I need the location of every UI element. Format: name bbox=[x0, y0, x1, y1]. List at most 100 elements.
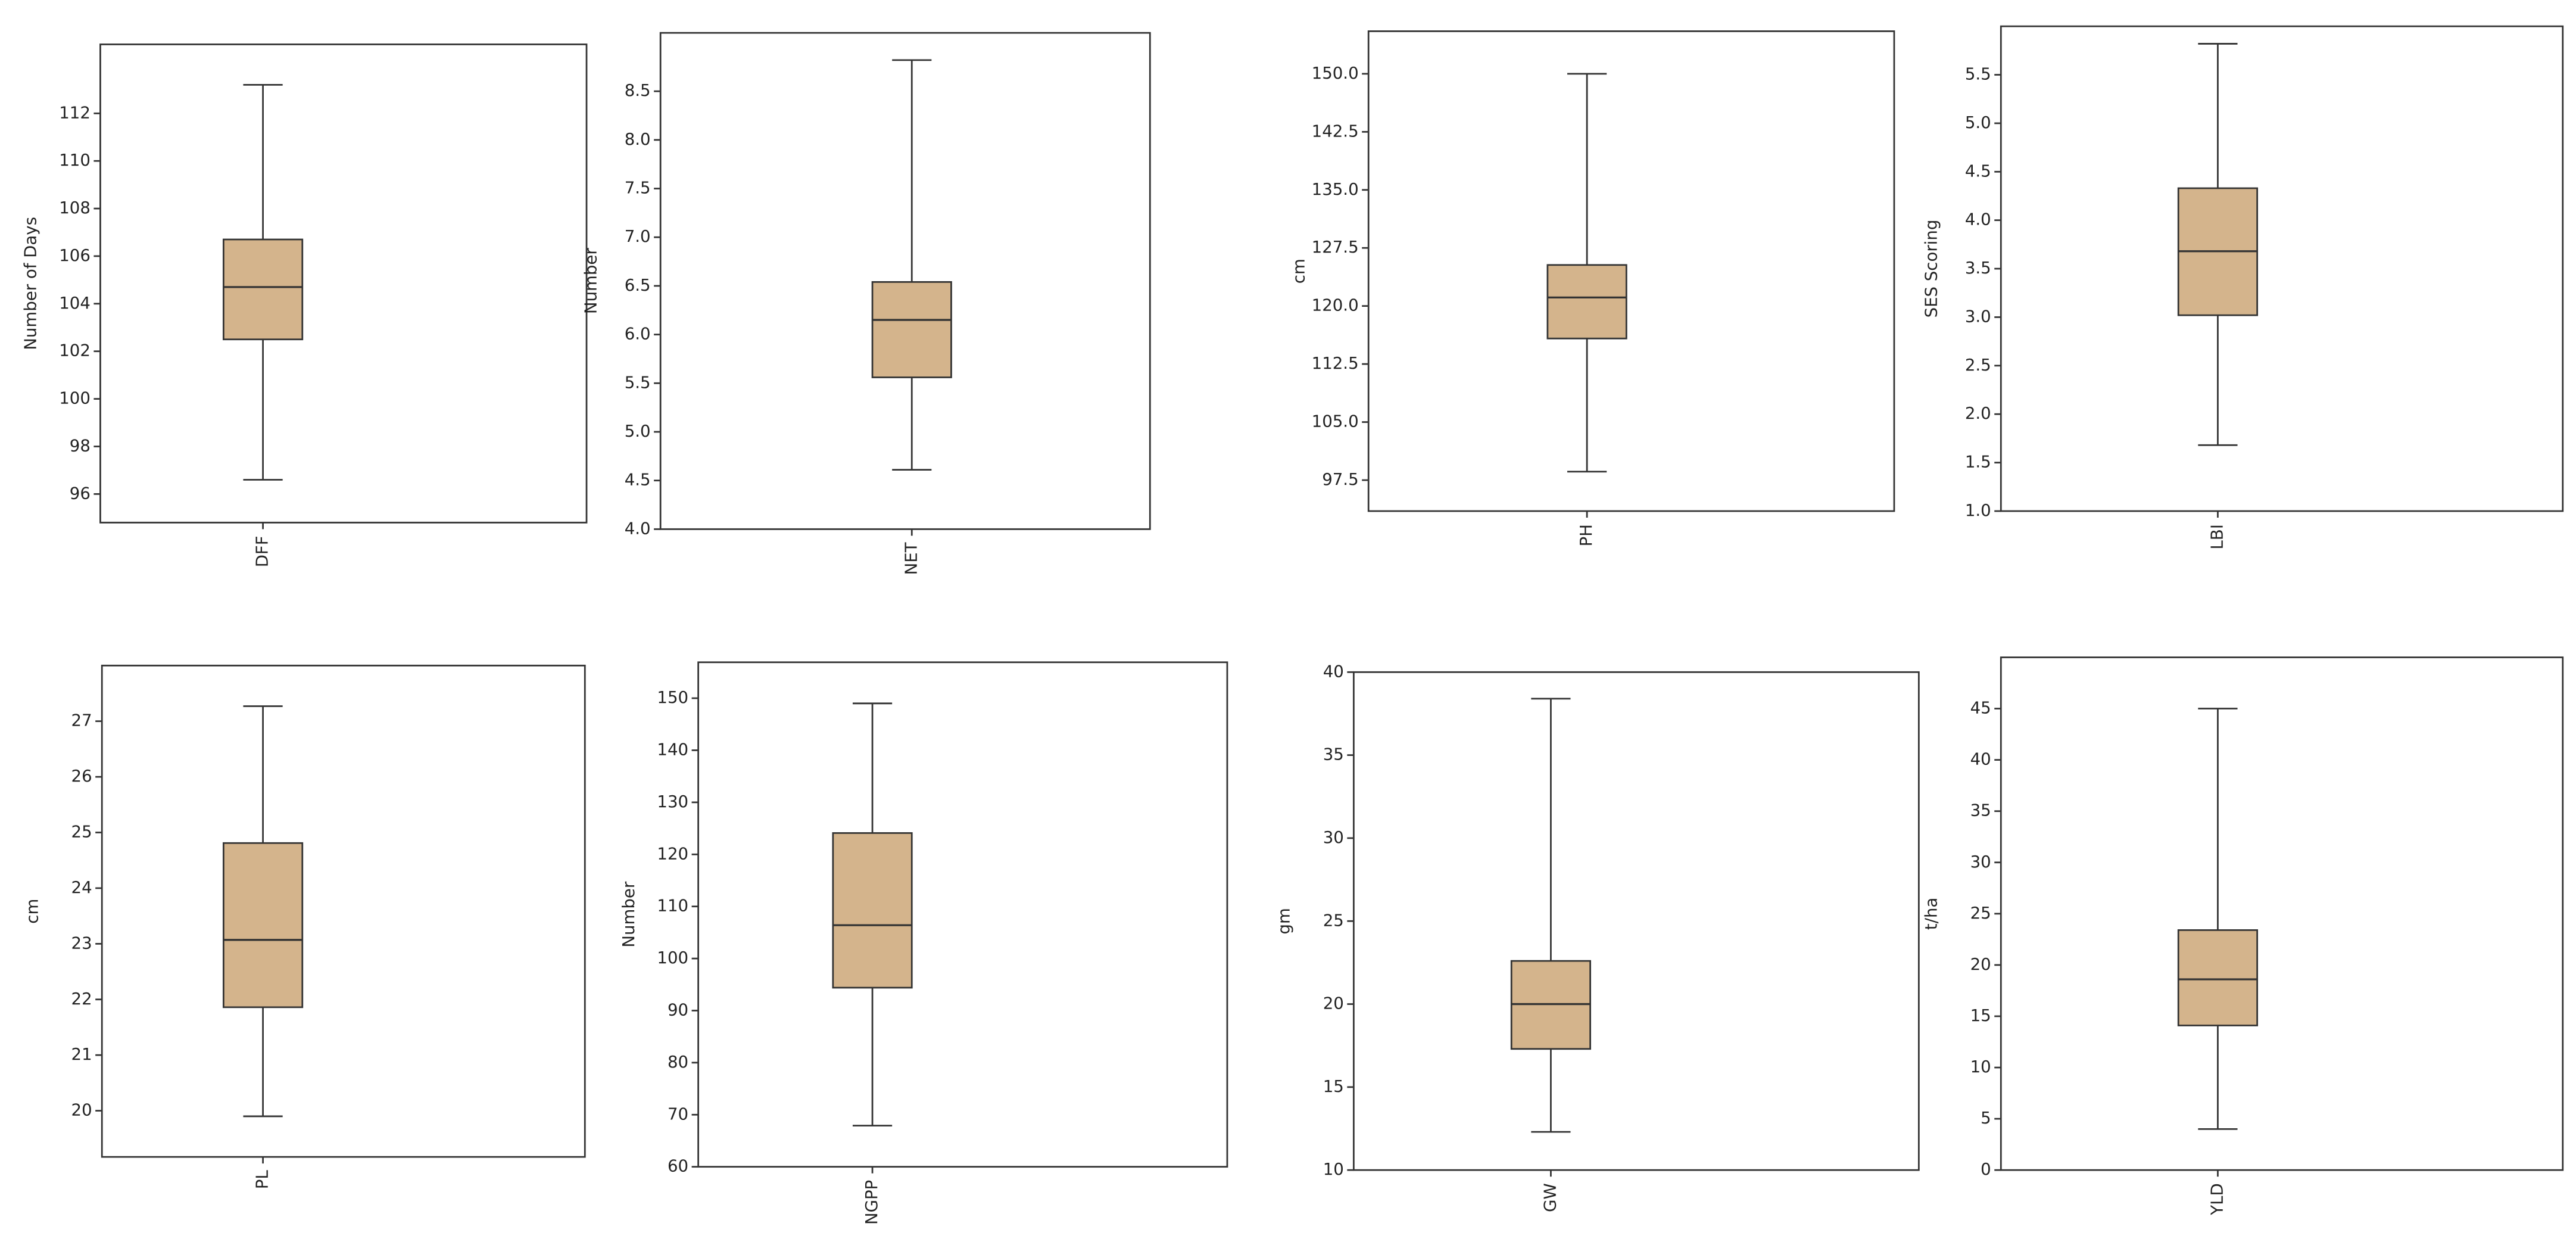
y-tick-label: 106 bbox=[59, 245, 91, 265]
y-tick-label: 100 bbox=[657, 948, 688, 967]
y-axis-label: Number of Days bbox=[21, 217, 40, 350]
y-tick-label: 3.5 bbox=[1965, 258, 1991, 278]
y-tick-label: 97.5 bbox=[1322, 469, 1358, 489]
y-tick-label: 15 bbox=[1970, 1006, 1991, 1025]
y-tick-label: 20 bbox=[1323, 994, 1344, 1013]
y-tick-label: 15 bbox=[1323, 1076, 1344, 1096]
y-tick-label: 5.5 bbox=[625, 372, 651, 392]
y-tick-label: 104 bbox=[59, 293, 91, 313]
x-tick-label: GW bbox=[1540, 1183, 1560, 1212]
plot-frame bbox=[2000, 25, 2564, 512]
y-tick-label: 135.0 bbox=[1312, 179, 1359, 199]
y-tick-label: 5.0 bbox=[1965, 113, 1991, 132]
y-axis-label: cm bbox=[1289, 259, 1308, 284]
y-tick-label: 25 bbox=[1970, 903, 1991, 923]
y-tick-label: 8.5 bbox=[625, 80, 651, 100]
y-tick-label: 25 bbox=[71, 822, 92, 842]
y-tick-label: 30 bbox=[1323, 827, 1344, 847]
y-tick-label: 2.5 bbox=[1965, 355, 1991, 375]
y-tick-label: 23 bbox=[71, 933, 92, 953]
y-tick-label: 45 bbox=[1970, 698, 1991, 718]
y-tick-label: 21 bbox=[71, 1044, 92, 1064]
y-tick-label: 6.5 bbox=[625, 275, 651, 295]
y-tick-label: 5 bbox=[1981, 1108, 1991, 1128]
y-tick-label: 20 bbox=[71, 1100, 92, 1120]
y-tick-label: 20 bbox=[1970, 954, 1991, 974]
y-tick-label: 98 bbox=[70, 435, 91, 455]
y-tick-label: 1.5 bbox=[1965, 452, 1991, 472]
y-tick-label: 2.0 bbox=[1965, 403, 1991, 423]
y-tick-label: 120.0 bbox=[1312, 295, 1359, 315]
box bbox=[222, 842, 304, 1009]
y-tick-label: 8.0 bbox=[625, 129, 651, 149]
y-tick-label: 150 bbox=[657, 687, 688, 707]
box bbox=[832, 832, 913, 989]
y-tick-label: 96 bbox=[70, 483, 91, 503]
plot-frame bbox=[101, 664, 586, 1158]
x-tick-label: PL bbox=[252, 1170, 272, 1190]
y-tick-label: 5.5 bbox=[1965, 64, 1991, 84]
plot-frame bbox=[1367, 30, 1895, 512]
y-tick-label: 120 bbox=[657, 844, 688, 863]
box bbox=[1546, 264, 1627, 340]
y-tick-label: 60 bbox=[668, 1156, 688, 1176]
y-tick-label: 80 bbox=[668, 1052, 688, 1072]
y-axis-label: cm bbox=[22, 899, 42, 924]
y-tick-label: 4.0 bbox=[1965, 210, 1991, 229]
y-axis-label: Number bbox=[619, 881, 638, 947]
box bbox=[2177, 929, 2259, 1026]
y-tick-label: 5.0 bbox=[625, 421, 651, 441]
y-tick-label: 10 bbox=[1323, 1159, 1344, 1179]
x-tick-label: PH bbox=[1576, 524, 1596, 546]
y-tick-label: 105.0 bbox=[1312, 412, 1359, 431]
y-axis-label: gm bbox=[1274, 908, 1293, 934]
y-axis-label: Number bbox=[581, 248, 600, 314]
y-tick-label: 3.0 bbox=[1965, 306, 1991, 326]
y-tick-label: 112 bbox=[59, 102, 91, 122]
y-tick-label: 108 bbox=[59, 198, 91, 217]
x-tick-label: NET bbox=[901, 542, 921, 575]
plot-frame bbox=[2000, 656, 2564, 1171]
x-tick-label: DFF bbox=[252, 536, 272, 567]
y-tick-label: 140 bbox=[657, 739, 688, 759]
y-tick-label: 110 bbox=[657, 896, 688, 916]
box bbox=[871, 281, 952, 378]
y-tick-label: 142.5 bbox=[1312, 121, 1359, 141]
y-tick-label: 27 bbox=[71, 711, 92, 730]
y-tick-label: 7.0 bbox=[625, 226, 651, 246]
y-tick-label: 110 bbox=[59, 150, 91, 170]
y-tick-label: 26 bbox=[71, 766, 92, 786]
y-tick-label: 1.0 bbox=[1965, 500, 1991, 520]
x-tick-label: NGPP bbox=[862, 1180, 881, 1225]
y-tick-label: 100 bbox=[59, 388, 91, 408]
y-tick-label: 90 bbox=[668, 1000, 688, 1019]
y-tick-label: 30 bbox=[1970, 852, 1991, 872]
y-tick-label: 4.5 bbox=[625, 470, 651, 490]
y-tick-label: 150.0 bbox=[1312, 63, 1359, 83]
x-tick-label: LBI bbox=[2207, 524, 2226, 549]
y-axis-label: t/ha bbox=[1921, 898, 1941, 930]
y-tick-label: 40 bbox=[1323, 661, 1344, 681]
y-tick-label: 4.0 bbox=[625, 518, 651, 538]
y-tick-label: 25 bbox=[1323, 910, 1344, 930]
plot-frame bbox=[697, 661, 1228, 1168]
y-tick-label: 35 bbox=[1970, 801, 1991, 820]
y-tick-label: 7.5 bbox=[625, 178, 651, 198]
y-tick-label: 10 bbox=[1970, 1057, 1991, 1076]
y-tick-label: 4.5 bbox=[1965, 161, 1991, 180]
y-tick-label: 112.5 bbox=[1312, 353, 1359, 373]
y-tick-label: 0 bbox=[1981, 1159, 1991, 1179]
y-axis-label: SES Scoring bbox=[1921, 220, 1941, 318]
box bbox=[222, 238, 304, 341]
y-tick-label: 130 bbox=[657, 792, 688, 811]
y-tick-label: 40 bbox=[1970, 749, 1991, 769]
plot-frame bbox=[99, 43, 588, 524]
x-tick-label: YLD bbox=[2207, 1183, 2226, 1215]
y-tick-label: 22 bbox=[71, 989, 92, 1009]
plot-frame bbox=[1352, 671, 1920, 1171]
y-tick-label: 6.0 bbox=[625, 324, 651, 344]
y-tick-label: 24 bbox=[71, 877, 92, 897]
y-tick-label: 127.5 bbox=[1312, 237, 1359, 257]
y-tick-label: 70 bbox=[668, 1104, 688, 1123]
